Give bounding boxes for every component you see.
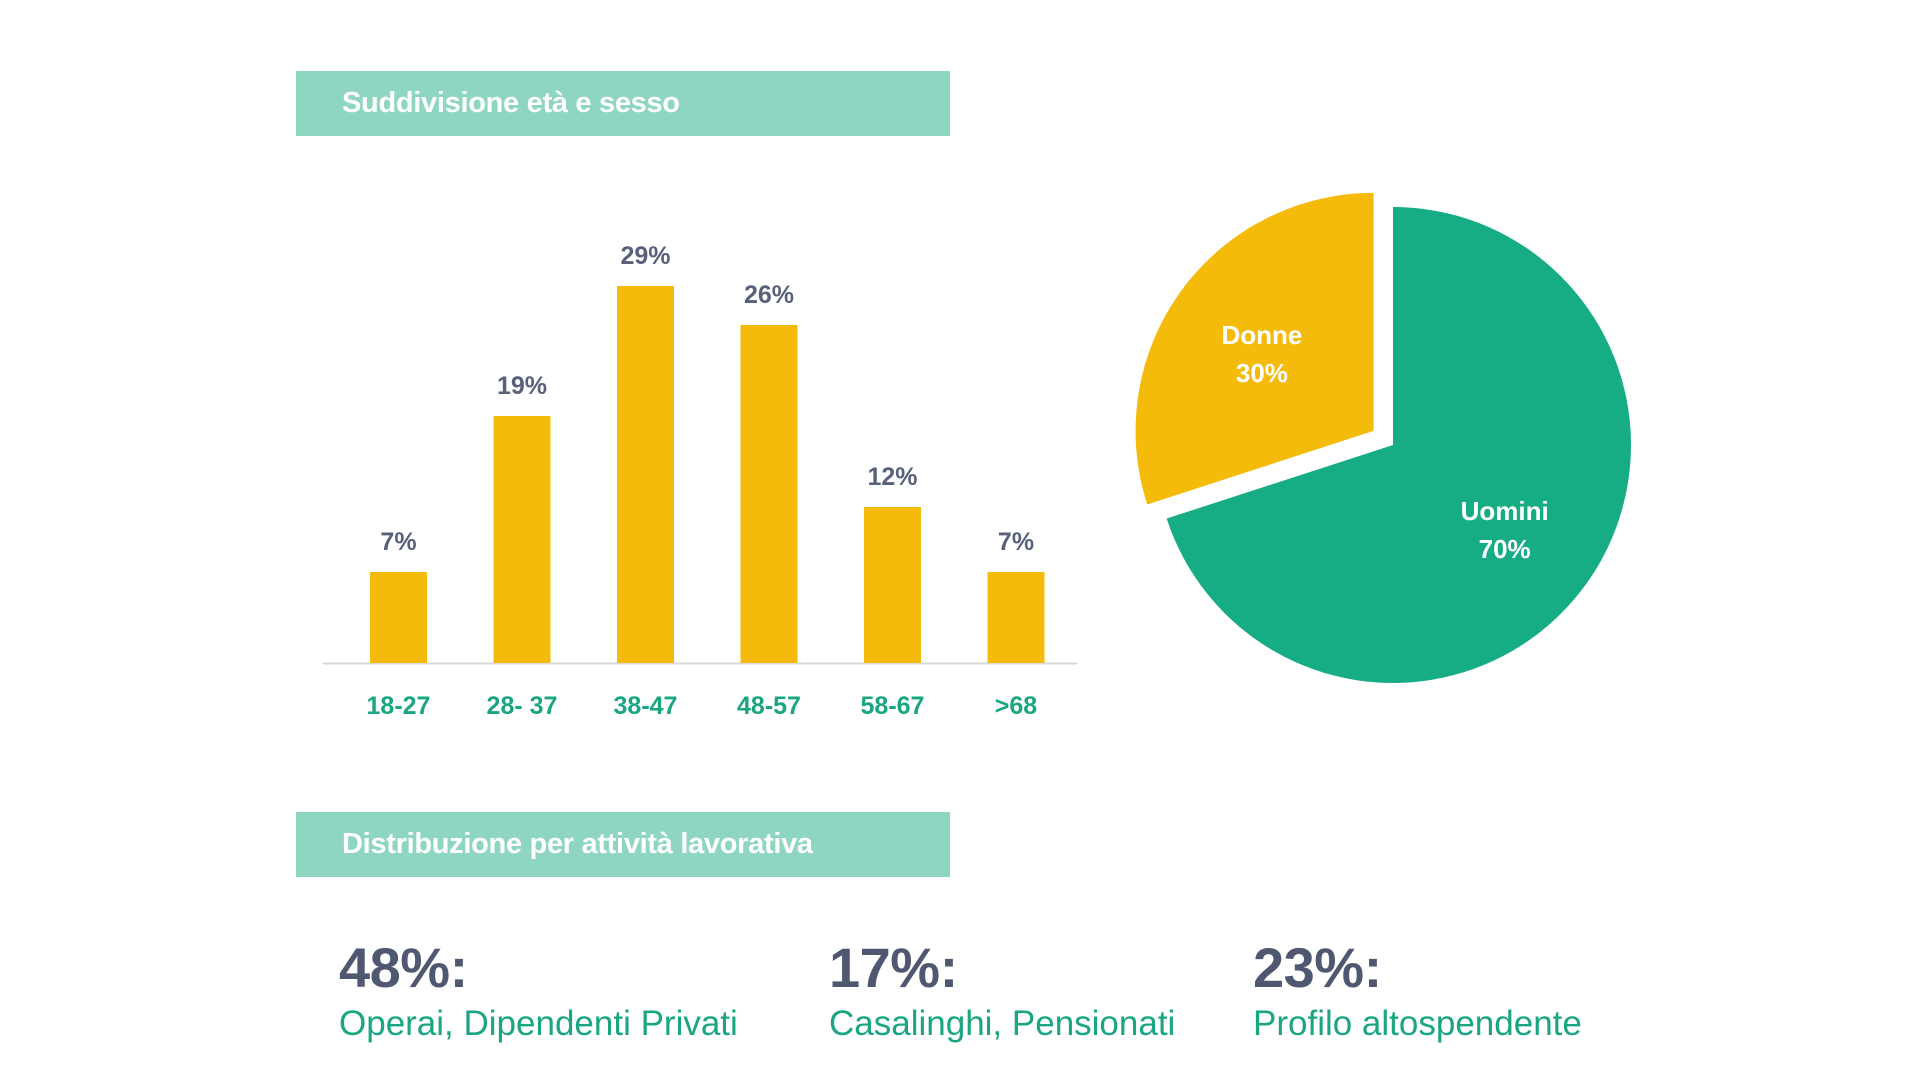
section-title: Suddivisione età e sesso bbox=[342, 87, 680, 119]
pie-slice-uomini bbox=[1166, 207, 1631, 683]
stat-altospendente: 23%: Profilo altospendente bbox=[1253, 940, 1582, 1044]
bar-value-label: 19% bbox=[497, 372, 547, 400]
bar-category-label: 58-67 bbox=[861, 692, 925, 720]
bar-18-27 bbox=[370, 572, 427, 663]
bar-category-label: 28- 37 bbox=[487, 692, 558, 720]
bar-value-label: 29% bbox=[620, 242, 670, 270]
stat-casalinghi: 17%: Casalinghi, Pensionati bbox=[829, 940, 1175, 1044]
bar-value-label: 26% bbox=[744, 281, 794, 309]
pie-slice-donne bbox=[1135, 192, 1374, 505]
age-bar-chart: 7% 18-27 19% 28- 37 29% 38-47 26% 48-57 12% 58-67… bbox=[323, 242, 1077, 720]
bar-48-57 bbox=[740, 325, 798, 663]
bar-value-label: 12% bbox=[867, 463, 917, 491]
bar-value-label: 7% bbox=[380, 528, 416, 556]
bar-58-67 bbox=[864, 507, 921, 663]
stat-label: Casalinghi, Pensionati bbox=[829, 1004, 1176, 1043]
gender-pie-chart: Uomini 70% Donne 30% bbox=[1135, 192, 1631, 683]
section-header-work-activity: Distribuzione per attività lavorativa bbox=[296, 812, 950, 877]
bar-28- 37 bbox=[493, 416, 551, 663]
pie-slice-name: Donne bbox=[1221, 320, 1302, 350]
bar-category-label: 48-57 bbox=[737, 692, 801, 720]
bar-category-label: >68 bbox=[995, 692, 1038, 720]
stat-label: Operai, Dipendenti Privati bbox=[339, 1004, 738, 1043]
bar->68 bbox=[987, 572, 1045, 663]
stat-value: 23%: bbox=[1253, 936, 1382, 999]
bar-category-label: 18-27 bbox=[367, 692, 431, 720]
stat-operai: 48%: Operai, Dipendenti Privati bbox=[339, 940, 738, 1044]
pie-slice-value: 30% bbox=[1236, 358, 1288, 388]
bar-category-label: 38-47 bbox=[614, 692, 678, 720]
pie-slice-value: 70% bbox=[1479, 534, 1531, 564]
bar-value-label: 7% bbox=[998, 528, 1034, 556]
stat-value: 17%: bbox=[829, 936, 958, 999]
stat-label: Profilo altospendente bbox=[1253, 1004, 1582, 1043]
stat-value: 48%: bbox=[339, 936, 468, 999]
bar-38-47 bbox=[617, 286, 674, 663]
section-header-age-gender: Suddivisione età e sesso bbox=[296, 71, 950, 136]
section-title: Distribuzione per attività lavorativa bbox=[342, 828, 813, 860]
pie-slice-name: Uomini bbox=[1461, 496, 1549, 526]
